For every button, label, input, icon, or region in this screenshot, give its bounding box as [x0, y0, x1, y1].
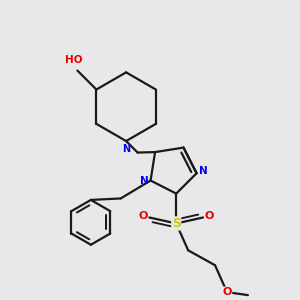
Text: S: S	[172, 217, 181, 230]
Text: O: O	[222, 287, 232, 297]
Text: O: O	[205, 211, 214, 221]
Text: HO: HO	[65, 55, 82, 65]
Text: N: N	[122, 143, 130, 154]
Text: N: N	[199, 166, 208, 176]
Text: N: N	[140, 176, 148, 185]
Text: O: O	[138, 211, 148, 221]
